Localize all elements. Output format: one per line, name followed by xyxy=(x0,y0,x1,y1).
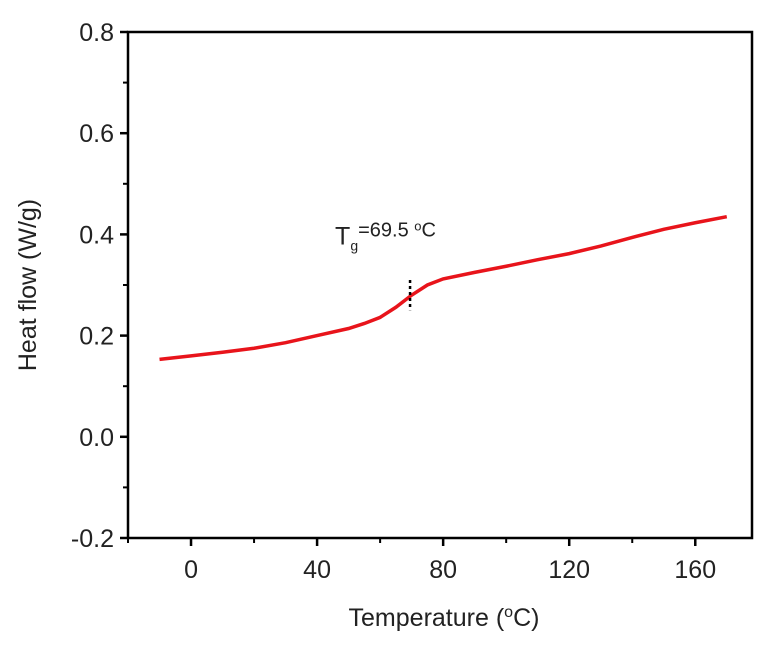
y-tick-label: 0.0 xyxy=(79,424,114,452)
y-tick-label: 0.8 xyxy=(79,19,114,47)
annotation: Tg=69.5 oC xyxy=(335,219,436,254)
x-tick-label: 120 xyxy=(548,556,590,584)
x-tick-label: 160 xyxy=(674,556,716,584)
annotation-tail: C xyxy=(422,220,436,242)
x-label-text: Temperature ( xyxy=(349,604,505,632)
y-tick-label: 0.4 xyxy=(79,221,114,249)
x-tick-label: 40 xyxy=(303,556,331,584)
annotation-text: T xyxy=(335,223,350,251)
x-label-sup: o xyxy=(504,604,513,621)
x-axis-label: Temperature (oC) xyxy=(349,604,540,632)
y-tick-label: -0.2 xyxy=(71,525,114,553)
data-line xyxy=(159,214,728,362)
annotation-sup: o xyxy=(414,219,421,234)
plot-frame xyxy=(126,30,754,540)
annotation-sub: g xyxy=(350,238,358,254)
y-tick-label: 0.2 xyxy=(79,323,114,351)
x-tick-label: 80 xyxy=(429,556,457,584)
x-label-tail: C) xyxy=(513,604,539,632)
annotation-rest: =69.5 xyxy=(358,220,414,242)
x-tick-label: 0 xyxy=(184,556,198,584)
y-axis-label: Heat flow (W/g) xyxy=(14,199,42,371)
y-tick-label: 0.6 xyxy=(79,120,114,148)
